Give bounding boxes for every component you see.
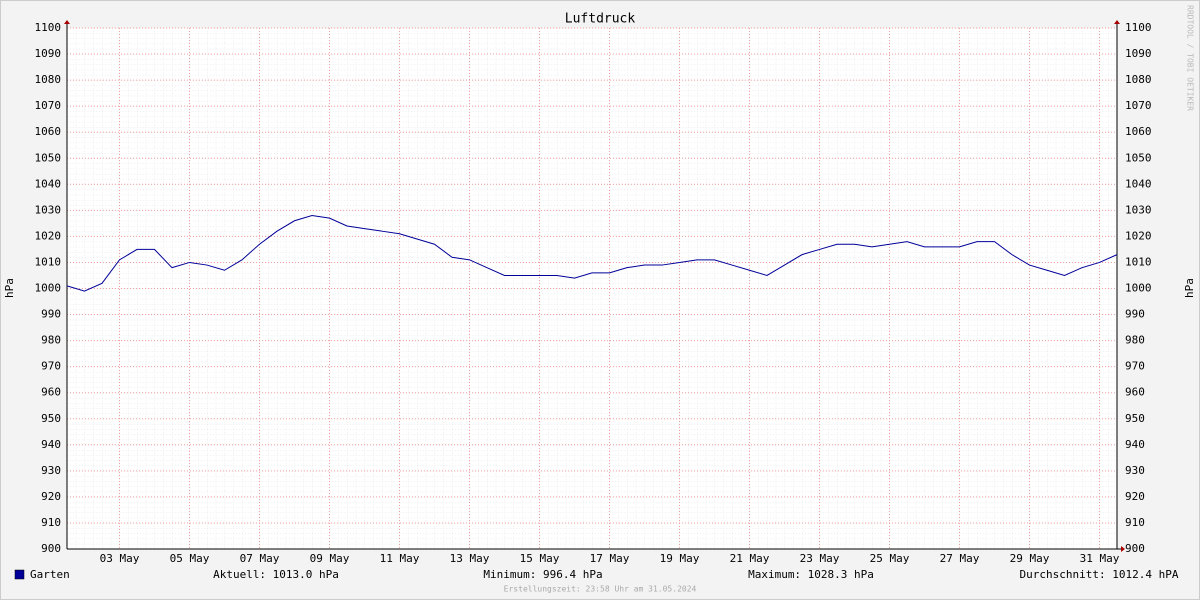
y-tick-label: 1010 [35,255,62,268]
y2-tick-label: 970 [1125,360,1145,373]
y2-tick-label: 960 [1125,386,1145,399]
y-tick-label: 1080 [35,73,62,86]
arrow [64,20,70,24]
stat-label: Minimum: 996.4 hPa [483,568,602,581]
y-tick-label: 1050 [35,151,62,164]
chart-title: Luftdruck [565,12,636,27]
y-tick-label: 1060 [35,125,62,138]
arrow [1114,20,1120,24]
x-tick-label: 11 May [380,552,420,565]
y-tick-label: 900 [41,542,61,555]
y-tick-label: 1100 [35,21,62,34]
y2-tick-label: 1030 [1125,203,1152,216]
y-tick-label: 1020 [35,229,62,242]
footer: Erstellungszeit: 23:58 Uhr am 31.05.2024 [504,585,697,594]
x-tick-label: 07 May [240,552,280,565]
y2-tick-label: 900 [1125,542,1145,555]
y2-tick-label: 940 [1125,438,1145,451]
y2-tick-label: 910 [1125,516,1145,529]
y-tick-label: 960 [41,386,61,399]
x-tick-label: 29 May [1010,552,1050,565]
arrow [1121,546,1125,552]
watermark: RRDTOOL / TOBI OETIKER [1186,5,1195,111]
y2-tick-label: 950 [1125,412,1145,425]
x-tick-label: 05 May [170,552,210,565]
y2-axis-label: hPa [1183,278,1196,298]
legend-swatch [14,569,25,580]
x-tick-label: 19 May [660,552,700,565]
y2-tick-label: 1010 [1125,255,1152,268]
chart-layer: 900 900 910 910 920 920 930 930 940 940 950 950 960 9… [14,20,1179,581]
y2-tick-label: 980 [1125,334,1145,347]
y-tick-label: 920 [41,490,61,503]
y2-tick-label: 920 [1125,490,1145,503]
x-tick-label: 27 May [940,552,980,565]
legend-label: Garten [30,568,70,581]
stat-label: Aktuell: 1013.0 hPa [213,568,339,581]
stat-label: Durchschnitt: 1012.4 hPA [1020,568,1179,581]
y2-tick-label: 1100 [1125,21,1152,34]
y2-tick-label: 1060 [1125,125,1152,138]
y-tick-label: 980 [41,334,61,347]
y-tick-label: 930 [41,464,61,477]
y-tick-label: 990 [41,308,61,321]
y-tick-label: 940 [41,438,61,451]
x-tick-label: 23 May [800,552,840,565]
line [66,215,1118,292]
x-tick-label: 03 May [100,552,140,565]
y2-tick-label: 1090 [1125,47,1152,60]
x-tick-label: 21 May [730,552,770,565]
y-tick-label: 1090 [35,47,62,60]
x-tick-label: 31 May [1080,552,1120,565]
y-tick-label: 950 [41,412,61,425]
y-tick-label: 1040 [35,177,62,190]
y-tick-label: 910 [41,516,61,529]
y-tick-label: 1030 [35,203,62,216]
y-axis-label: hPa [3,278,16,298]
y2-tick-label: 1050 [1125,151,1152,164]
x-tick-label: 17 May [590,552,630,565]
y2-tick-label: 1020 [1125,229,1152,242]
x-tick-label: 15 May [520,552,560,565]
y2-tick-label: 1000 [1125,282,1152,295]
y2-tick-label: 1070 [1125,99,1152,112]
y-tick-label: 1070 [35,99,62,112]
y2-tick-label: 1040 [1125,177,1152,190]
x-tick-label: 13 May [450,552,490,565]
x-tick-label: 09 May [310,552,350,565]
y2-tick-label: 930 [1125,464,1145,477]
y-tick-label: 970 [41,360,61,373]
y-tick-label: 1000 [35,282,62,295]
y2-tick-label: 1080 [1125,73,1152,86]
x-tick-label: 25 May [870,552,910,565]
stat-label: Maximum: 1028.3 hPa [748,568,874,581]
y2-tick-label: 990 [1125,308,1145,321]
